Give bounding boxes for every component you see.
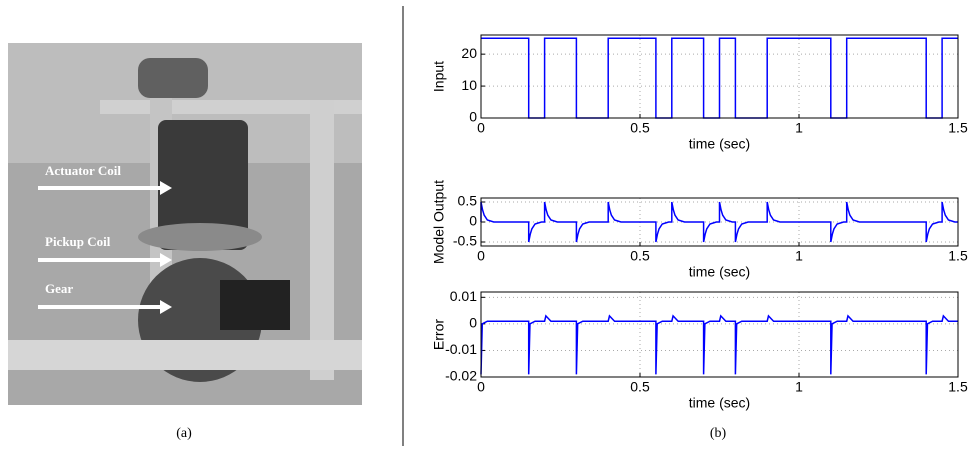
photo-motor xyxy=(138,58,208,98)
photo-actuator-coil xyxy=(158,120,248,250)
x-tick-label: 1.5 xyxy=(948,379,968,395)
data-line xyxy=(480,314,958,375)
x-tick-label: 1.5 xyxy=(948,248,968,264)
photo-label: Gear xyxy=(45,281,73,296)
arrow-head xyxy=(160,181,172,195)
photo-base xyxy=(8,340,362,370)
x-tick-label: 0.5 xyxy=(630,379,650,395)
y-tick-label: -0.5 xyxy=(453,233,477,249)
x-axis-label: time (sec) xyxy=(689,264,750,280)
x-tick-label: 0.5 xyxy=(630,248,650,264)
y-tick-label: 0 xyxy=(469,109,477,125)
x-tick-label: 1.5 xyxy=(948,120,968,136)
axes-box xyxy=(480,291,959,378)
photo-label: Pickup Coil xyxy=(45,234,111,249)
axes-box xyxy=(480,197,959,247)
x-tick-label: 0.5 xyxy=(630,120,650,136)
data-line xyxy=(480,201,958,243)
x-tick-label: 1 xyxy=(795,248,803,264)
caption: (b) xyxy=(710,426,727,441)
photo-label: Actuator Coil xyxy=(45,163,121,178)
plot-area xyxy=(481,292,958,377)
x-tick-label: 0 xyxy=(477,248,485,264)
y-tick-label: 10 xyxy=(461,77,477,93)
y-tick-label: -0.02 xyxy=(445,368,477,384)
y-tick-label: 0 xyxy=(469,315,477,331)
y-tick-label: 0.5 xyxy=(458,193,478,209)
y-axis-label: Model Output xyxy=(431,180,447,264)
photo-frame-post xyxy=(310,100,334,380)
photo-pickup-coil xyxy=(138,223,262,251)
x-tick-label: 0 xyxy=(477,379,485,395)
x-tick-label: 0 xyxy=(477,120,485,136)
y-tick-label: 0 xyxy=(469,213,477,229)
y-tick-label: -0.01 xyxy=(445,341,477,357)
caption: (a) xyxy=(176,426,192,441)
y-tick-label: 20 xyxy=(461,45,477,61)
x-tick-label: 1 xyxy=(795,120,803,136)
x-axis-label: time (sec) xyxy=(689,136,750,152)
axes-box xyxy=(480,34,959,119)
arrow-head xyxy=(160,300,172,314)
y-axis-label: Error xyxy=(431,319,447,350)
y-tick-label: 0.01 xyxy=(450,288,477,304)
x-tick-label: 1 xyxy=(795,379,803,395)
y-axis-label: Input xyxy=(431,61,447,92)
arrow-head xyxy=(160,253,172,267)
photo: Actuator Coil Pickup Coil Gear xyxy=(8,43,362,405)
photo-box xyxy=(220,280,290,330)
x-axis-label: time (sec) xyxy=(689,395,750,411)
